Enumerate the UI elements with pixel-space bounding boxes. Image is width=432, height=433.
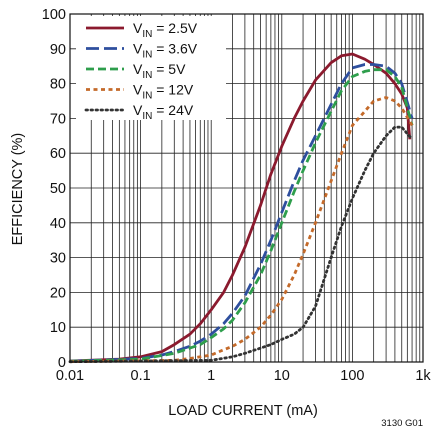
legend-label-3: VIN = 12V bbox=[133, 82, 194, 102]
y-tick-label: 40 bbox=[50, 216, 66, 232]
legend-label-1: VIN = 3.6V bbox=[133, 41, 198, 61]
x-tick-label: 100 bbox=[340, 368, 364, 384]
x-tick-label: 10 bbox=[274, 368, 290, 384]
y-tick-label: 100 bbox=[42, 7, 66, 23]
series-line-2 bbox=[69, 68, 414, 363]
x-tick-label: 1k bbox=[415, 368, 431, 384]
y-tick-label: 20 bbox=[50, 285, 66, 301]
y-tick-label: 50 bbox=[50, 181, 66, 197]
series-line-3 bbox=[69, 96, 414, 364]
y-tick-label: 30 bbox=[50, 251, 66, 267]
y-tick-label: 80 bbox=[50, 77, 66, 93]
y-tick-label: 90 bbox=[50, 42, 66, 58]
series-line-0 bbox=[69, 52, 412, 363]
series-layer bbox=[68, 52, 414, 364]
y-tick-label: 70 bbox=[50, 111, 66, 127]
y-tick-label: 0 bbox=[58, 355, 66, 371]
x-tick-label: 0.1 bbox=[131, 368, 151, 384]
legend-label-0: VIN = 2.5V bbox=[133, 20, 198, 40]
plot-frame bbox=[69, 13, 424, 363]
figure-id: 3130 G01 bbox=[381, 418, 423, 429]
y-tick-label: 10 bbox=[50, 320, 66, 336]
series-line-4 bbox=[68, 125, 414, 364]
plot-border bbox=[69, 13, 424, 363]
tick-labels: 0 10 20 30 40 50 60 70 80 90 100 0.01 0.1 1 10 100 1k bbox=[42, 7, 432, 384]
legend-label-4: VIN = 24V bbox=[133, 102, 194, 122]
x-tick-label: 0.01 bbox=[56, 368, 84, 384]
legend-label-2: VIN = 5V bbox=[133, 61, 186, 81]
x-axis-label: LOAD CURRENT (mA) bbox=[168, 403, 318, 419]
y-tick-label: 60 bbox=[50, 146, 66, 162]
series-line-1 bbox=[69, 63, 414, 363]
y-axis-label: EFFICIENCY (%) bbox=[10, 133, 26, 246]
x-tick-label: 1 bbox=[207, 368, 215, 384]
